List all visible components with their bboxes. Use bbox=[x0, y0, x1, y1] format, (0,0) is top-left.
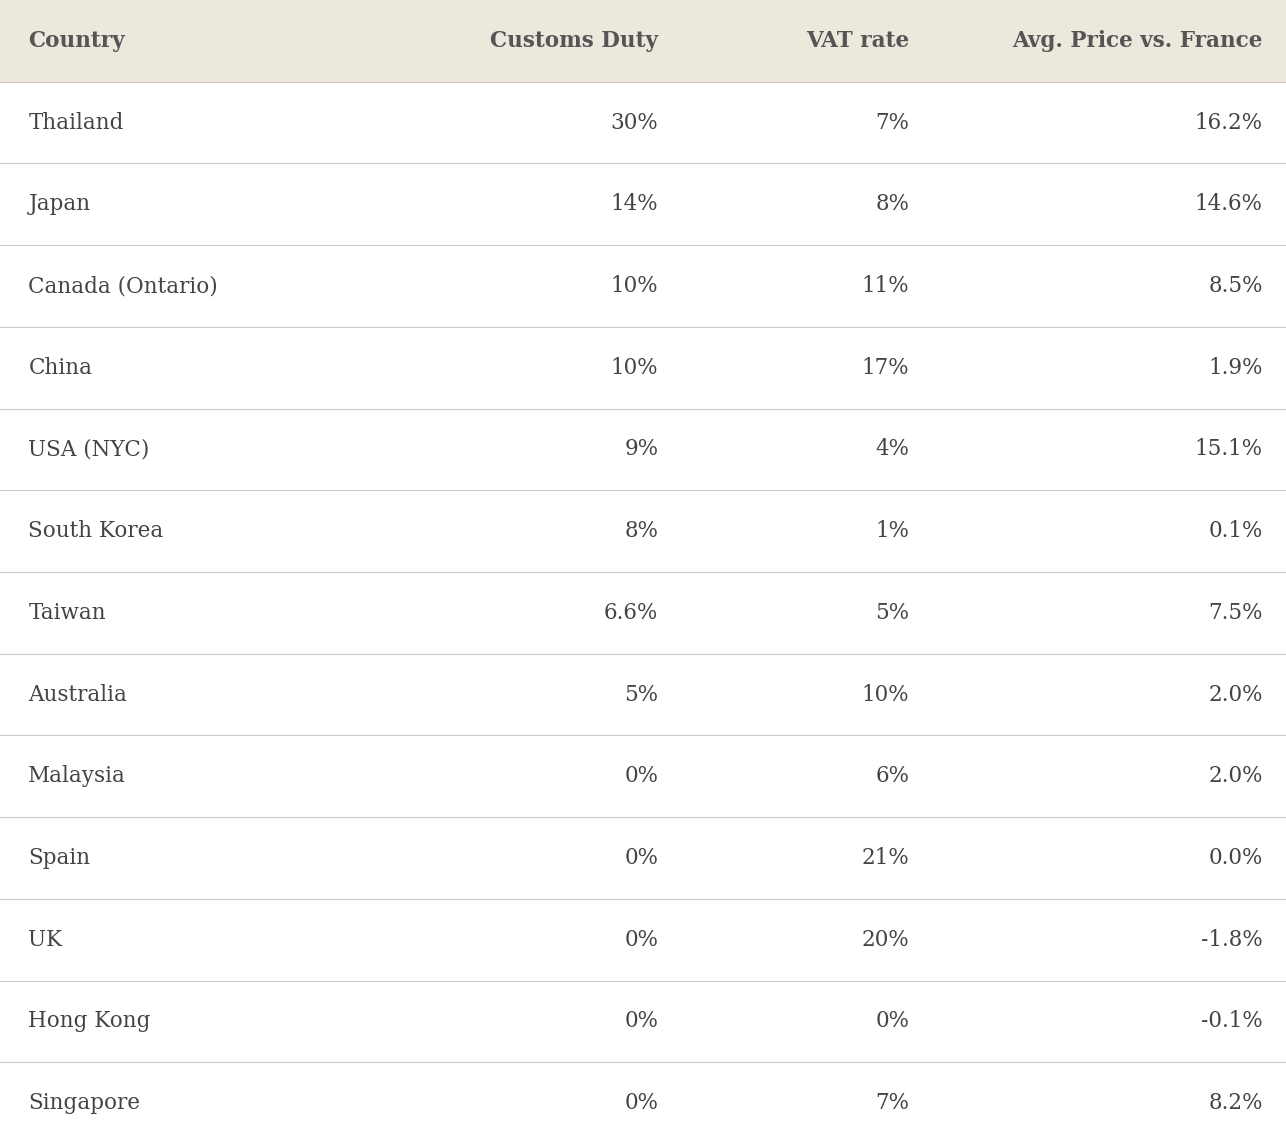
Bar bbox=[0, 81, 1286, 164]
Text: VAT rate: VAT rate bbox=[806, 30, 909, 51]
Text: Spain: Spain bbox=[28, 847, 90, 869]
Text: 0%: 0% bbox=[625, 929, 658, 951]
Text: 11%: 11% bbox=[862, 275, 909, 297]
Bar bbox=[0, 653, 1286, 736]
Text: 1.9%: 1.9% bbox=[1209, 357, 1263, 379]
Text: 0%: 0% bbox=[625, 1010, 658, 1032]
Text: 10%: 10% bbox=[611, 357, 658, 379]
Text: 8%: 8% bbox=[876, 193, 909, 215]
Text: 10%: 10% bbox=[862, 684, 909, 706]
Text: 14.6%: 14.6% bbox=[1195, 193, 1263, 215]
Bar bbox=[0, 408, 1286, 491]
Text: Canada (Ontario): Canada (Ontario) bbox=[28, 275, 219, 297]
Text: 7%: 7% bbox=[876, 1093, 909, 1114]
Text: 5%: 5% bbox=[874, 602, 909, 623]
Text: 20%: 20% bbox=[862, 929, 909, 951]
Text: 0%: 0% bbox=[625, 765, 658, 787]
Text: 6%: 6% bbox=[876, 765, 909, 787]
Text: 17%: 17% bbox=[862, 357, 909, 379]
Text: Hong Kong: Hong Kong bbox=[28, 1010, 150, 1032]
Text: 2.0%: 2.0% bbox=[1209, 684, 1263, 706]
Text: Thailand: Thailand bbox=[28, 112, 123, 134]
Text: 1%: 1% bbox=[876, 521, 909, 542]
Text: 10%: 10% bbox=[611, 275, 658, 297]
Text: 2.0%: 2.0% bbox=[1209, 765, 1263, 787]
Text: 6.6%: 6.6% bbox=[604, 602, 658, 623]
Text: -1.8%: -1.8% bbox=[1201, 929, 1263, 951]
Text: Singapore: Singapore bbox=[28, 1093, 140, 1114]
Text: USA (NYC): USA (NYC) bbox=[28, 438, 149, 460]
Text: Taiwan: Taiwan bbox=[28, 602, 105, 623]
Text: 0%: 0% bbox=[625, 1093, 658, 1114]
Text: 0%: 0% bbox=[876, 1010, 909, 1032]
Bar bbox=[0, 0, 1286, 81]
Text: 8.5%: 8.5% bbox=[1209, 275, 1263, 297]
Bar bbox=[0, 245, 1286, 327]
Text: Country: Country bbox=[28, 30, 125, 51]
Bar bbox=[0, 817, 1286, 899]
Text: Customs Duty: Customs Duty bbox=[490, 30, 658, 51]
Text: 30%: 30% bbox=[611, 112, 658, 134]
Text: 4%: 4% bbox=[876, 438, 909, 460]
Text: China: China bbox=[28, 357, 93, 379]
Bar bbox=[0, 572, 1286, 653]
Text: 21%: 21% bbox=[862, 847, 909, 869]
Text: 8%: 8% bbox=[625, 521, 658, 542]
Bar bbox=[0, 1063, 1286, 1144]
Text: Avg. Price vs. France: Avg. Price vs. France bbox=[1012, 30, 1263, 51]
Bar bbox=[0, 736, 1286, 817]
Text: 7.5%: 7.5% bbox=[1209, 602, 1263, 623]
Text: 15.1%: 15.1% bbox=[1195, 438, 1263, 460]
Text: 7%: 7% bbox=[876, 112, 909, 134]
Text: Japan: Japan bbox=[28, 193, 90, 215]
Text: 14%: 14% bbox=[611, 193, 658, 215]
Text: 0.0%: 0.0% bbox=[1209, 847, 1263, 869]
Text: 9%: 9% bbox=[624, 438, 658, 460]
Bar bbox=[0, 899, 1286, 980]
Text: 8.2%: 8.2% bbox=[1209, 1093, 1263, 1114]
Bar bbox=[0, 164, 1286, 245]
Bar bbox=[0, 327, 1286, 408]
Text: Malaysia: Malaysia bbox=[28, 765, 126, 787]
Text: 0%: 0% bbox=[625, 847, 658, 869]
Text: -0.1%: -0.1% bbox=[1201, 1010, 1263, 1032]
Text: South Korea: South Korea bbox=[28, 521, 163, 542]
Bar bbox=[0, 980, 1286, 1063]
Text: UK: UK bbox=[28, 929, 63, 951]
Text: 5%: 5% bbox=[624, 684, 658, 706]
Text: Australia: Australia bbox=[28, 684, 127, 706]
Bar bbox=[0, 491, 1286, 572]
Text: 0.1%: 0.1% bbox=[1209, 521, 1263, 542]
Text: 16.2%: 16.2% bbox=[1195, 112, 1263, 134]
